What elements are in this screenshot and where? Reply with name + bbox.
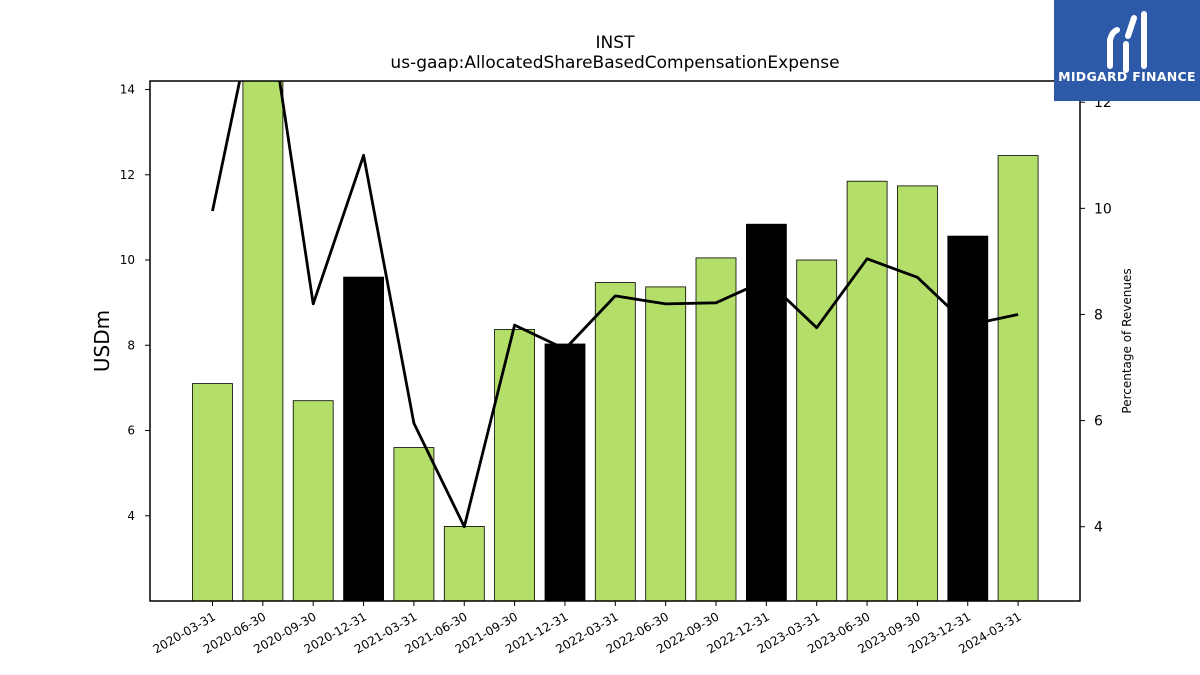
logo-mark-icon [1107, 11, 1147, 73]
y-tick-label: 12 [120, 168, 135, 182]
bar-2023-12-31 [947, 235, 989, 602]
line-layer [211, 81, 1019, 529]
left-axis: 4 6 8 10 12 14 [120, 83, 150, 523]
x-axis: 2020-03-312020-06-302020-09-302020-12-31… [151, 601, 1024, 656]
bar-2022-03-31 [594, 282, 636, 602]
y-tick-label: 4 [127, 509, 135, 523]
y-tick-label: 14 [120, 83, 135, 97]
bar-2020-06-30 [242, 80, 284, 602]
y-tick-label: 6 [127, 424, 135, 438]
bar-2020-09-30 [292, 400, 334, 602]
bar-2021-09-30 [494, 329, 536, 602]
bar-2023-09-30 [897, 185, 938, 602]
y2-axis-label: Percentage of Revenues [1120, 268, 1134, 413]
percentage-of-revenues-line [211, 81, 1019, 529]
brand-logo: MIDGARD FINANCE [1054, 0, 1200, 101]
bar-2024-03-31 [997, 155, 1039, 602]
bar-2021-03-31 [393, 447, 435, 602]
y-tick-label: 10 [120, 253, 135, 267]
bar-2020-03-31 [192, 383, 233, 602]
y2-tick-label: 4 [1094, 520, 1103, 536]
y-tick-label: 8 [127, 338, 135, 352]
y2-tick-label: 10 [1094, 201, 1112, 217]
bar-2020-12-31 [343, 276, 385, 602]
y2-tick-label: 6 [1094, 414, 1103, 430]
bars-group [192, 80, 1039, 602]
chart-subtitle: us-gaap:AllocatedShareBasedCompensationE… [390, 53, 839, 73]
bar-2022-09-30 [695, 257, 737, 602]
chart-title: INST [596, 33, 636, 53]
y-axis-label: USDm [90, 310, 114, 372]
bar-2023-03-31 [796, 259, 838, 602]
bar-2022-06-30 [645, 286, 687, 602]
y2-tick-label: 8 [1094, 307, 1103, 323]
bar-2023-06-30 [846, 180, 888, 602]
bar-2021-06-30 [443, 526, 485, 602]
logo-text: MIDGARD FINANCE [1058, 69, 1196, 84]
bar-2021-12-31 [544, 343, 586, 602]
